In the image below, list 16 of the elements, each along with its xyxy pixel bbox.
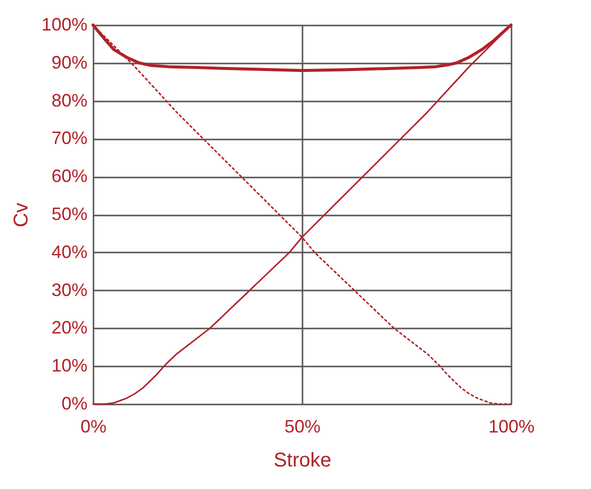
y-tick-label: 0% <box>61 394 88 414</box>
y-tick-label: 100% <box>41 14 88 34</box>
x-tick-label: 0% <box>80 416 107 436</box>
x-axis-title: Stroke <box>274 450 332 472</box>
y-tick-label: 10% <box>51 356 88 376</box>
x-tick-label: 50% <box>284 416 321 436</box>
y-tick-label: 30% <box>51 280 88 300</box>
y-tick-label: 40% <box>51 242 88 262</box>
y-tick-label: 80% <box>51 90 88 110</box>
y-tick-label: 50% <box>51 204 88 224</box>
y-tick-label: 90% <box>51 52 88 72</box>
y-tick-label: 70% <box>51 128 88 148</box>
y-tick-label: 60% <box>51 166 88 186</box>
y-axis-title: Cv <box>10 202 32 228</box>
x-tick-label: 100% <box>488 416 535 436</box>
y-tick-label: 20% <box>51 318 88 338</box>
